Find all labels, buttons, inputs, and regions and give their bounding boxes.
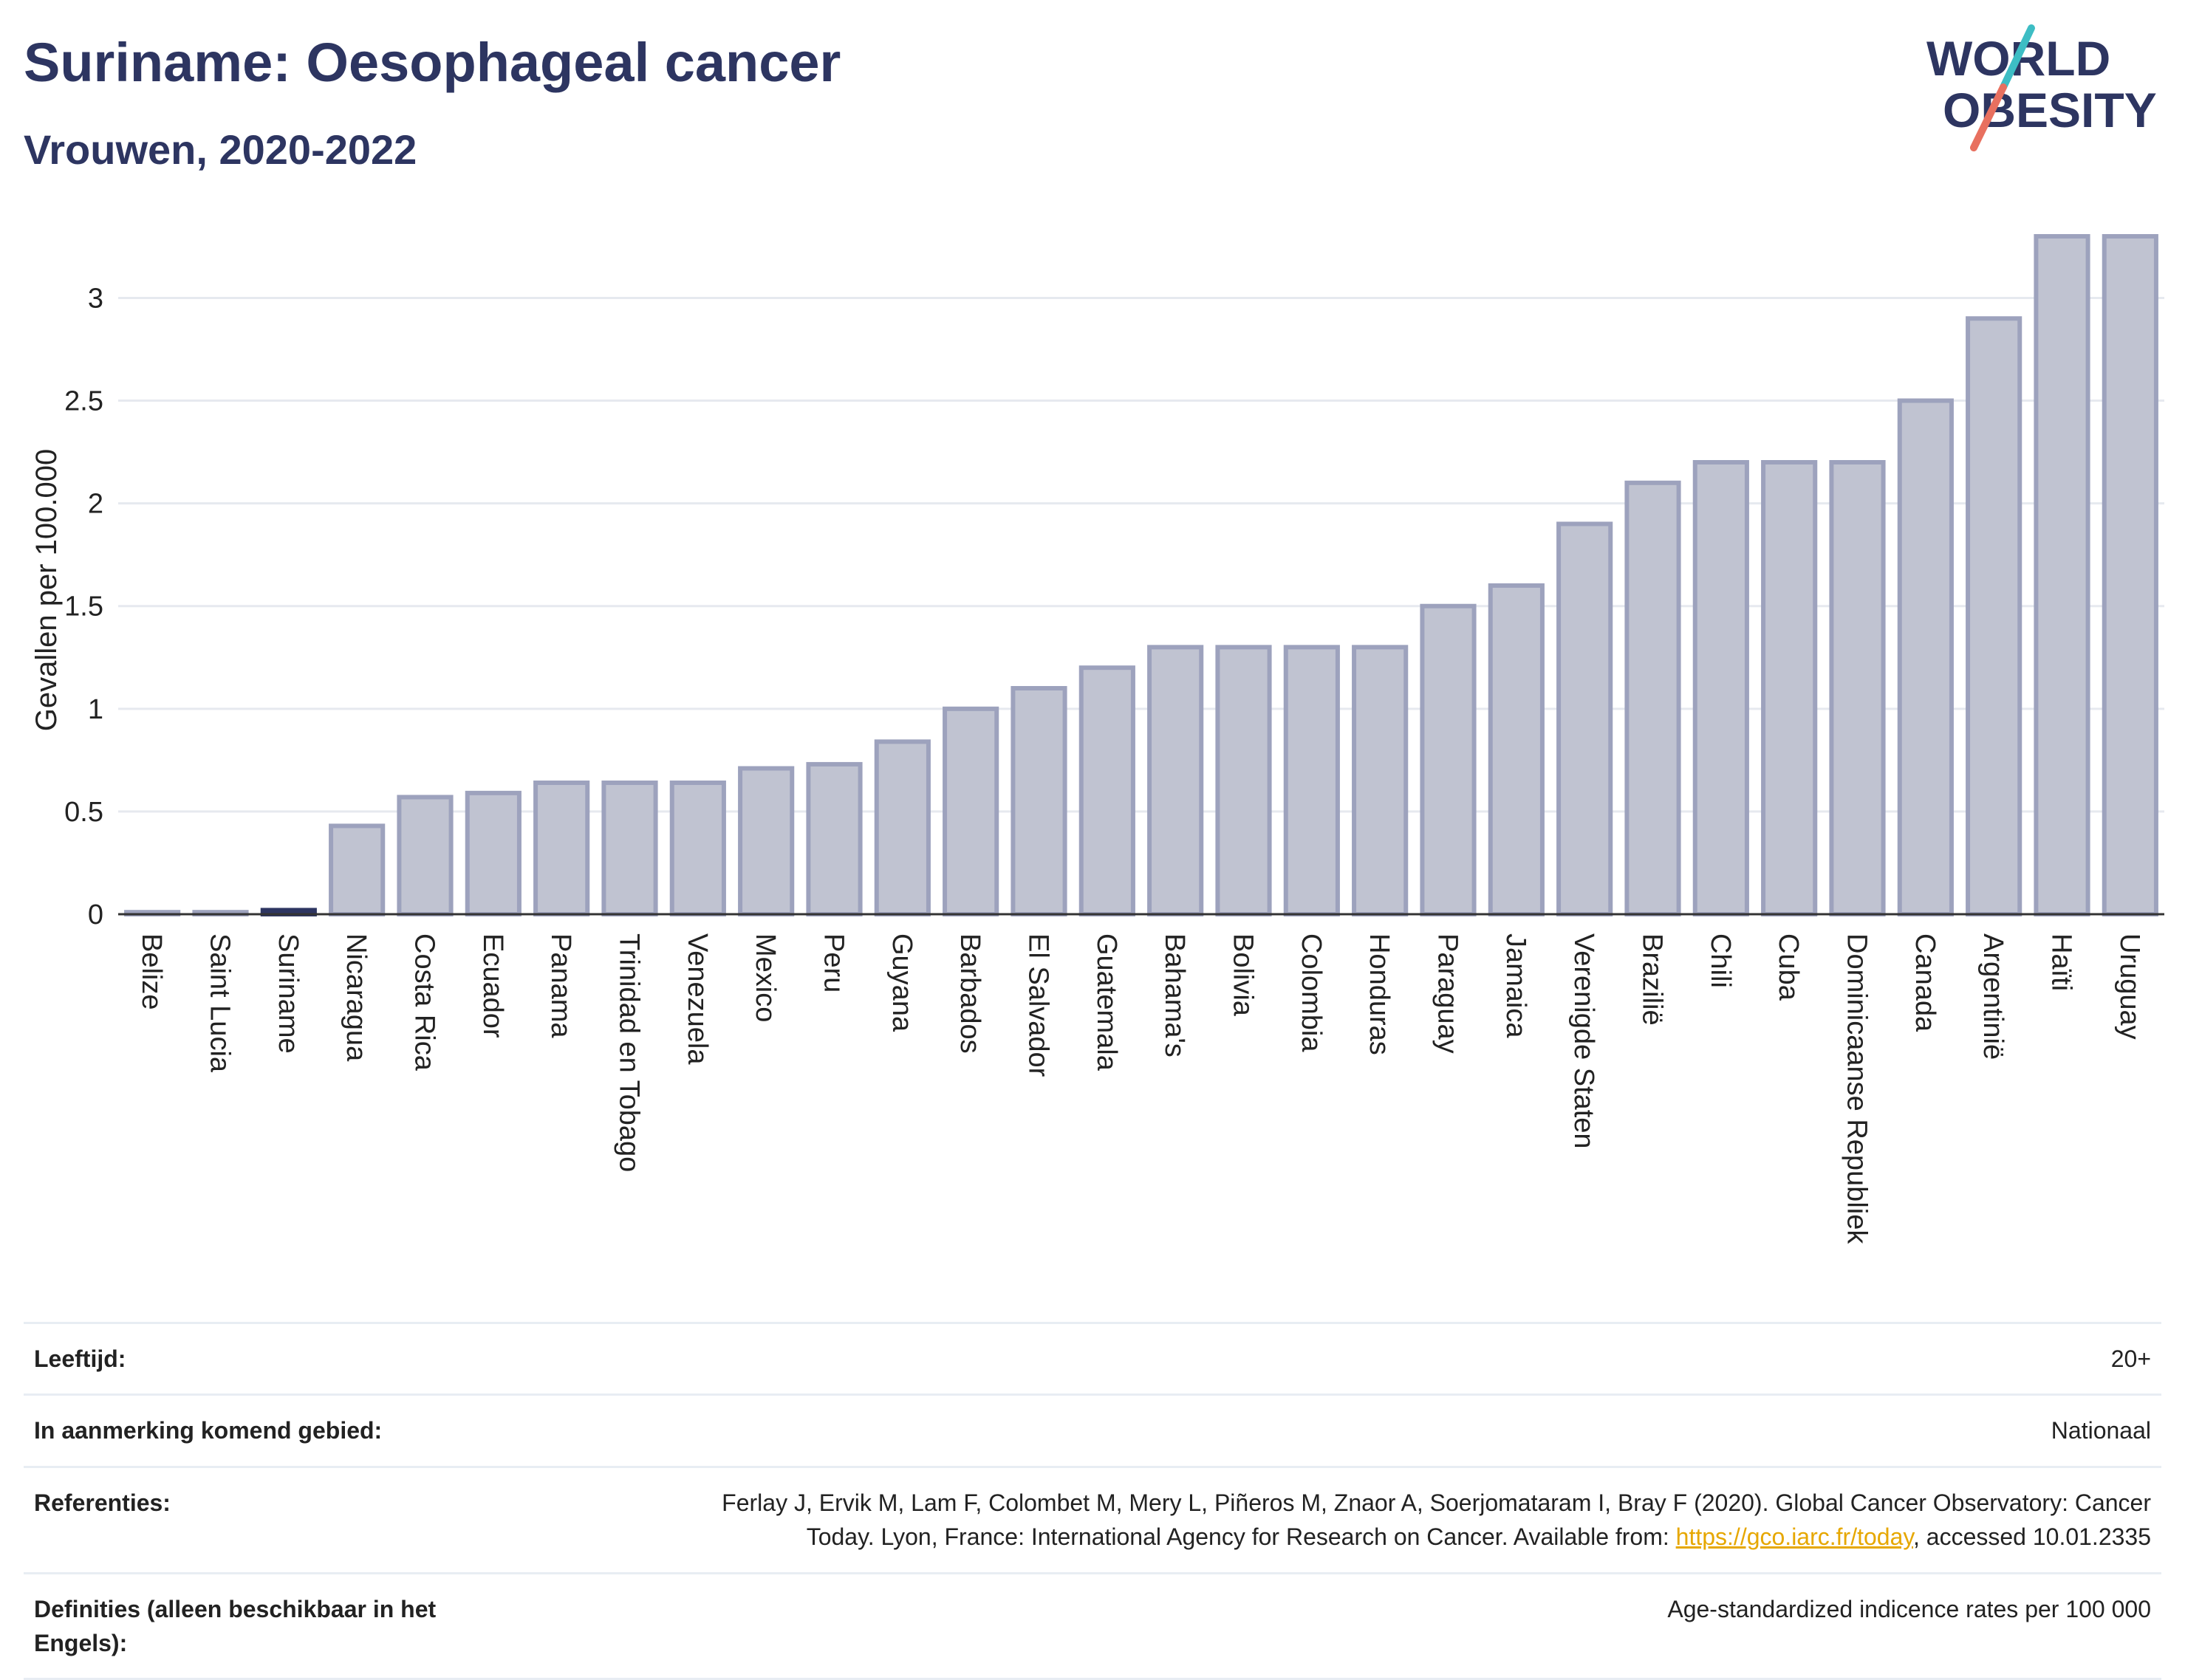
bar-chili [1692, 460, 1749, 916]
reference-line2-pre: Today. Lyon, France: International Agenc… [806, 1523, 1676, 1551]
info-value: Ferlay J, Ervik M, Lam F, Colombet M, Me… [517, 1465, 2161, 1574]
info-label: Leeftijd: [24, 1321, 517, 1395]
page-title: Suriname: Oesophageal cancer [24, 32, 841, 93]
bar-ecuador [465, 790, 522, 916]
logo-slash-red [1970, 83, 2007, 151]
bar-verenigde-staten [1556, 521, 1613, 916]
y-tick-label: 2 [88, 489, 103, 520]
bar-paraguay [1420, 603, 1477, 917]
bar-brazili- [1624, 480, 1681, 916]
y-tick-label: 0.5 [64, 797, 103, 828]
y-tick-label: 1.5 [64, 592, 103, 623]
logo-slash-teal [2000, 24, 2035, 91]
info-table: Leeftijd: 20+ In aanmerking komend gebie… [24, 1321, 2161, 1680]
bar-costa-rica [397, 795, 454, 917]
category-label: Guatemala [1091, 933, 1122, 1072]
category-label: Cuba [1773, 933, 1804, 1001]
category-label: Costa Rica [409, 933, 440, 1072]
category-label: Chili [1705, 933, 1736, 988]
bar-guatemala [1078, 665, 1135, 916]
info-row-age: Leeftijd: 20+ [24, 1321, 2161, 1395]
y-tick-label: 0 [88, 899, 103, 930]
bar-el-salvador [1011, 686, 1067, 916]
reference-line2-post: , accessed 10.01.2335 [1912, 1523, 2151, 1551]
category-label: Saint Lucia [205, 933, 236, 1073]
bar-trinidad-en-tobago [601, 780, 658, 916]
bar-chart: 0 0.5 1 1.5 2 2.5 3 Belize Saint Lucia Suriname N… [30, 234, 2164, 1244]
category-label: Mexico [750, 933, 781, 1022]
category-label: Guyana [886, 933, 917, 1032]
category-label: Nicaragua [341, 933, 372, 1062]
bar-uruguay [2102, 234, 2158, 916]
bar-guyana [874, 739, 931, 916]
world-obesity-logo: WORLD OBESITY [1926, 24, 2157, 151]
category-label: Verenigde Staten [1568, 933, 1599, 1149]
bar-ha-ti [2034, 234, 2090, 916]
page-subtitle: Vrouwen, 2020-2022 [24, 126, 417, 173]
bar-mexico [738, 766, 795, 917]
category-label: Colombia [1296, 933, 1327, 1052]
info-value: Age-standardized indicence rates per 100… [517, 1571, 2161, 1680]
bar-dominicaanse-republiek [1829, 460, 1886, 916]
bar-venezuela [669, 780, 726, 916]
category-label: Argentinië [1977, 933, 2008, 1060]
category-label: Ecuador [477, 933, 508, 1038]
bar-canada [1897, 398, 1954, 916]
reference-link[interactable]: https://gco.iarc.fr/today [1675, 1523, 1913, 1551]
y-tick-label: 3 [88, 283, 103, 314]
category-label: Peru [818, 933, 849, 992]
logo-line2: OBESITY [1943, 83, 2157, 137]
category-label: Paraguay [1432, 933, 1463, 1054]
bar-nicaragua [329, 823, 386, 917]
reference-line1: Ferlay J, Ervik M, Lam F, Colombet M, Me… [722, 1489, 2151, 1516]
category-label: Uruguay [2114, 933, 2145, 1040]
bar-honduras [1352, 645, 1409, 916]
category-label: Venezuela [682, 933, 713, 1065]
category-label: Haïti [2046, 933, 2077, 991]
info-row-definitions: Definities (alleen beschikbaar in het En… [24, 1571, 2161, 1680]
category-label: Bahama's [1159, 933, 1190, 1057]
category-label: Honduras [1364, 933, 1395, 1055]
info-label: Definities (alleen beschikbaar in het En… [24, 1571, 517, 1680]
category-label: Jamaica [1500, 933, 1531, 1038]
bar-bolivia [1215, 645, 1272, 916]
category-label: Bolivia [1228, 933, 1259, 1017]
info-row-area: In aanmerking komend gebied: Nationaal [24, 1393, 2161, 1467]
bar-colombia [1283, 645, 1340, 916]
category-label: Dominicaanse Republiek [1842, 933, 1873, 1244]
category-label: Suriname [273, 933, 304, 1054]
info-row-references: Referenties: Ferlay J, Ervik M, Lam F, C… [24, 1465, 2161, 1574]
category-label: Barbados [954, 933, 985, 1054]
y-tick-labels: 0 0.5 1 1.5 2 2.5 3 [64, 283, 103, 930]
category-label: Brazilië [1637, 933, 1668, 1026]
y-tick-label: 2.5 [64, 386, 103, 417]
info-label: Referenties: [24, 1465, 517, 1574]
y-axis-label: Gevallen per 100.000 [30, 449, 63, 732]
bar-cuba [1761, 460, 1818, 916]
y-tick-label: 1 [88, 694, 103, 725]
grid-lines [118, 296, 2164, 813]
category-label: Panama [545, 933, 576, 1038]
bar-bahama-s [1147, 645, 1204, 916]
category-label: Trinidad en Tobago [614, 933, 645, 1172]
bar-barbados [943, 706, 999, 916]
category-label: Belize [136, 933, 167, 1010]
info-value: 20+ [517, 1321, 2161, 1395]
bar-jamaica [1488, 583, 1545, 917]
category-label: El Salvador [1023, 933, 1054, 1077]
bar-panama [533, 780, 590, 916]
category-labels: Belize Saint Lucia Suriname Nicaragua Costa … [136, 933, 2145, 1244]
info-label: In aanmerking komend gebied: [24, 1393, 517, 1467]
bar-argentini- [1966, 316, 2022, 917]
info-value: Nationaal [517, 1393, 2161, 1467]
category-label: Canada [1909, 933, 1940, 1032]
bars [124, 234, 2158, 917]
bar-peru [806, 761, 863, 916]
